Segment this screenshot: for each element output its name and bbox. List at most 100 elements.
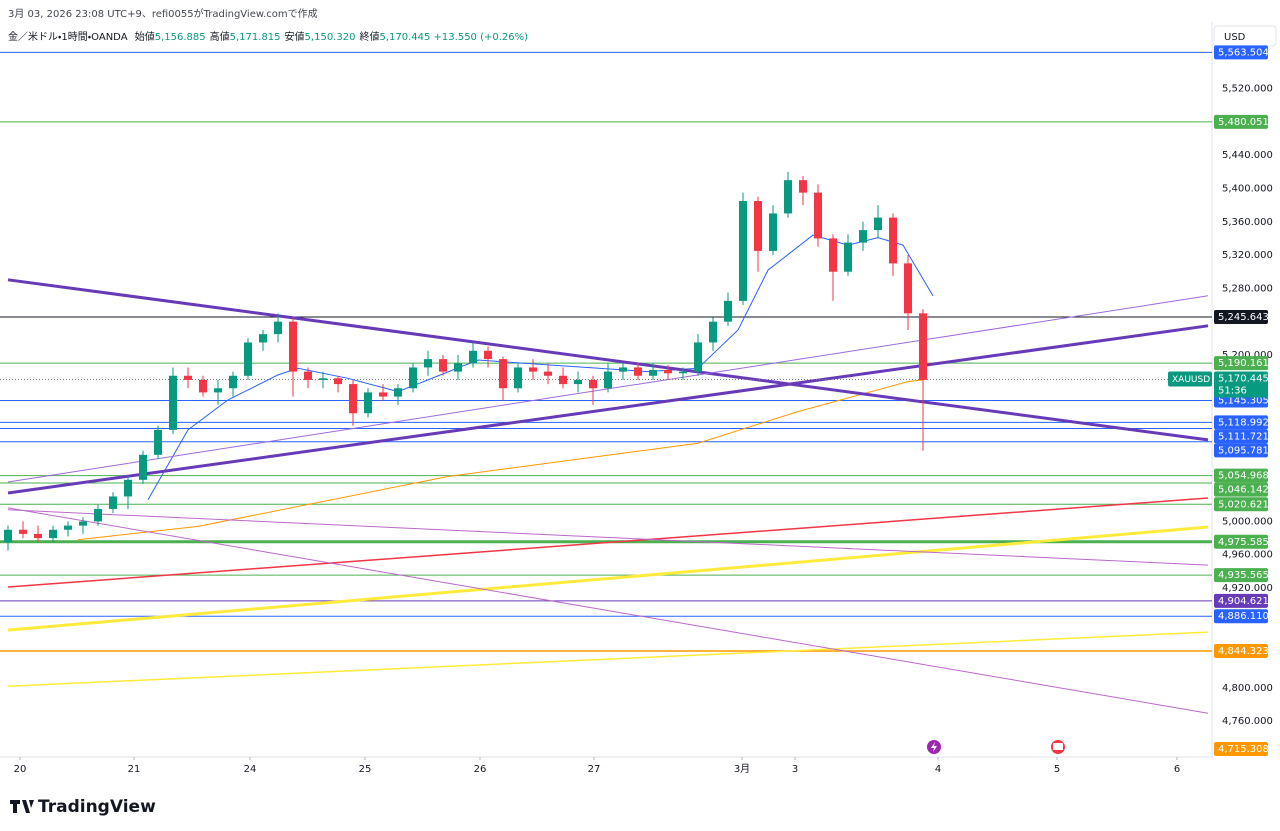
candle-body [259,334,267,343]
price-label: 5,190.161 [1218,358,1269,369]
x-tick-label: 25 [359,764,372,775]
ohlc: 始値5,156.885 高値5,171.815 安値5,150.320 終値5,170… [131,32,431,43]
price-label-box [1214,356,1268,371]
price-label-box [1214,415,1268,430]
price-label-box [1214,568,1268,583]
x-tick-label: 3 [792,764,798,775]
candle-body [394,388,402,397]
ohlc-label: 安値 [284,32,305,43]
candle-body [64,525,72,530]
candle-body [559,375,567,385]
candle-body [79,521,87,526]
candle-body [634,367,642,376]
candle-body [19,529,27,534]
candle-body [124,479,132,497]
candle-body [589,379,597,389]
ohlc-label: 始値 [134,32,155,43]
x-tick-label: 4 [935,764,941,775]
price-label-box [1214,443,1268,458]
line [7,497,1209,588]
candle-body [304,371,312,380]
candle-body [289,321,297,372]
price-label: 4,975.585 [1218,537,1269,548]
line [7,631,1209,687]
candle-body [484,350,492,360]
y-tick-label: 5,320.000 [1222,250,1273,261]
symbol-label: XAUUSD [1172,375,1210,385]
ohlc-label: 終値 [359,32,380,43]
candle-body [754,200,762,251]
line [77,379,924,541]
candle-body [919,313,927,380]
price-label: 5,046.142 [1218,485,1269,496]
candle-body [244,342,252,376]
candle-body [619,367,627,372]
candle-body [499,359,507,389]
x-tick-label: 3月 [734,763,750,775]
candle-body [844,242,852,272]
line [7,507,1209,714]
x-tick-label: 6 [1174,764,1180,775]
candle-body [94,508,102,522]
price-label-box [1214,45,1268,60]
ohlc-value: 5,156.885 [154,32,206,43]
price-label: 5,111.721 [1218,431,1269,442]
x-tick-label: 24 [244,764,257,775]
y-tick-label: 5,200.000 [1222,350,1273,361]
ohlc-label: 高値 [209,32,230,43]
ohlc-value: 5,150.320 [304,32,356,43]
candle-body [529,367,537,372]
event-icon-glyph [931,742,937,752]
price-label: 4,715.308 [1218,744,1269,755]
candle-body [409,367,417,389]
logo-mark [10,800,34,813]
symbol-box [1168,371,1212,387]
candle-body [694,342,702,372]
y-tick-label: 4,760.000 [1222,716,1273,727]
y-tick-label: 5,280.000 [1222,283,1273,294]
last-price-label: 5,170.445 [1218,374,1269,385]
candle-body [604,371,612,389]
price-label: 5,563.504 [1218,47,1269,58]
candle-body [469,350,477,364]
ohlc-value: 5,170.445 [379,32,431,43]
x-tick-label: 27 [588,764,601,775]
candle-body [904,263,912,314]
line [7,509,1209,566]
price-label: 5,020.621 [1218,499,1269,510]
candle-body [214,388,222,393]
credit: 3月 03, 2026 23:08 UTC+9、refi0055がTrading… [8,9,318,20]
y-tick-label: 5,520.000 [1222,84,1273,95]
candle-body [454,363,462,372]
candle-body [799,180,807,193]
price-label-box [1214,114,1268,129]
price-label-box [1214,482,1268,497]
flag-icon-glyph [1053,743,1063,750]
x-tick-label: 26 [474,764,487,775]
price-label: 5,245.643 [1218,312,1269,323]
x-tick-label: 5 [1054,764,1060,775]
countdown: 51:36 [1218,386,1247,397]
x-tick-label: 21 [128,764,141,775]
price-label-box [1214,609,1268,624]
price-label-box [1214,593,1268,608]
line [7,278,1209,442]
candle-body [379,392,387,397]
candle-body [274,321,282,335]
plot-area [0,51,1212,714]
y-tick-label: 5,400.000 [1222,183,1273,194]
price-label: 5,145.305 [1218,395,1269,406]
candle-body [859,230,867,243]
y-tick-label: 5,360.000 [1222,217,1273,228]
candle-body [184,375,192,380]
candle-body [199,379,207,393]
line [147,234,934,501]
candle-body [364,392,372,414]
price-label: 4,904.621 [1218,596,1269,607]
price-label-box [1214,497,1268,512]
last-price-box [1214,371,1268,398]
candle-body [424,359,432,368]
y-tick-label: 4,920.000 [1222,583,1273,594]
candle-body [514,367,522,389]
